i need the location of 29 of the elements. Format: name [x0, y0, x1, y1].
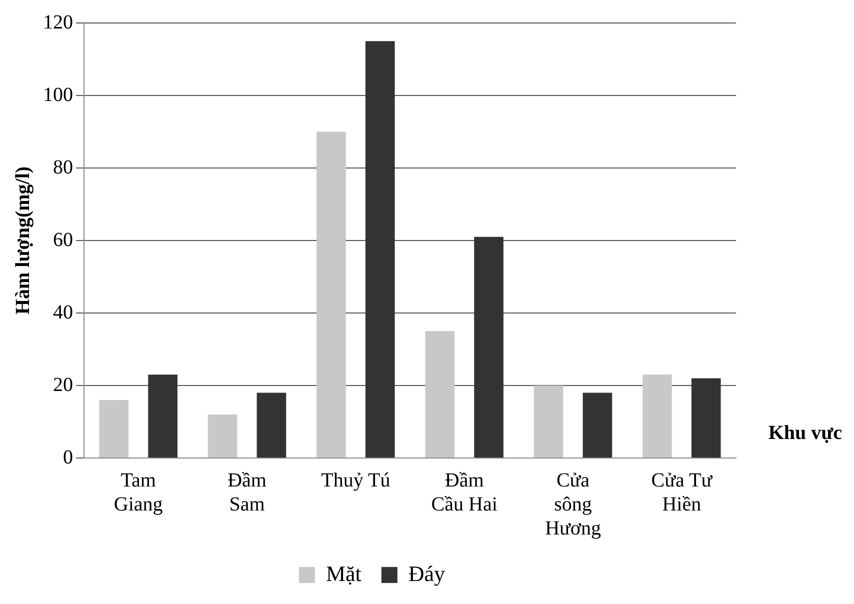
bar: [148, 374, 178, 458]
x-tick-label: Đầm Sam: [228, 469, 267, 516]
bar: [99, 400, 129, 458]
legend-label: Mặt: [326, 560, 362, 586]
bar: [582, 392, 612, 458]
bar: [365, 41, 395, 458]
y-tick-label: 20: [53, 374, 73, 396]
bar: [208, 414, 238, 458]
x-axis-title: Khu vực: [768, 422, 842, 444]
bar: [316, 132, 346, 458]
y-tick-label: 120: [43, 11, 73, 34]
y-tick-label: 100: [43, 84, 73, 106]
x-tick-label: Cửa sông Hương: [545, 469, 601, 540]
x-tick-label: Thuỷ Tú: [321, 469, 390, 492]
x-tick-label: Tam Giang: [114, 469, 163, 516]
bar: [425, 331, 455, 458]
legend-label: Đáy: [408, 560, 446, 586]
bar: [474, 236, 504, 458]
bar: [642, 374, 672, 458]
y-tick-label: 80: [53, 156, 73, 178]
bar: [691, 378, 721, 458]
y-tick-label: 60: [53, 228, 73, 251]
y-tick-label: 0: [63, 446, 73, 468]
x-tick-label: Đầm Cầu Hai: [431, 469, 498, 516]
y-tick-label: 40: [53, 301, 73, 324]
y-axis-title: Hàm lượng(mg/l): [12, 166, 34, 315]
bar: [256, 392, 286, 458]
x-tick-label: Cửa Tư Hiền: [651, 469, 714, 516]
bar: [534, 386, 564, 458]
